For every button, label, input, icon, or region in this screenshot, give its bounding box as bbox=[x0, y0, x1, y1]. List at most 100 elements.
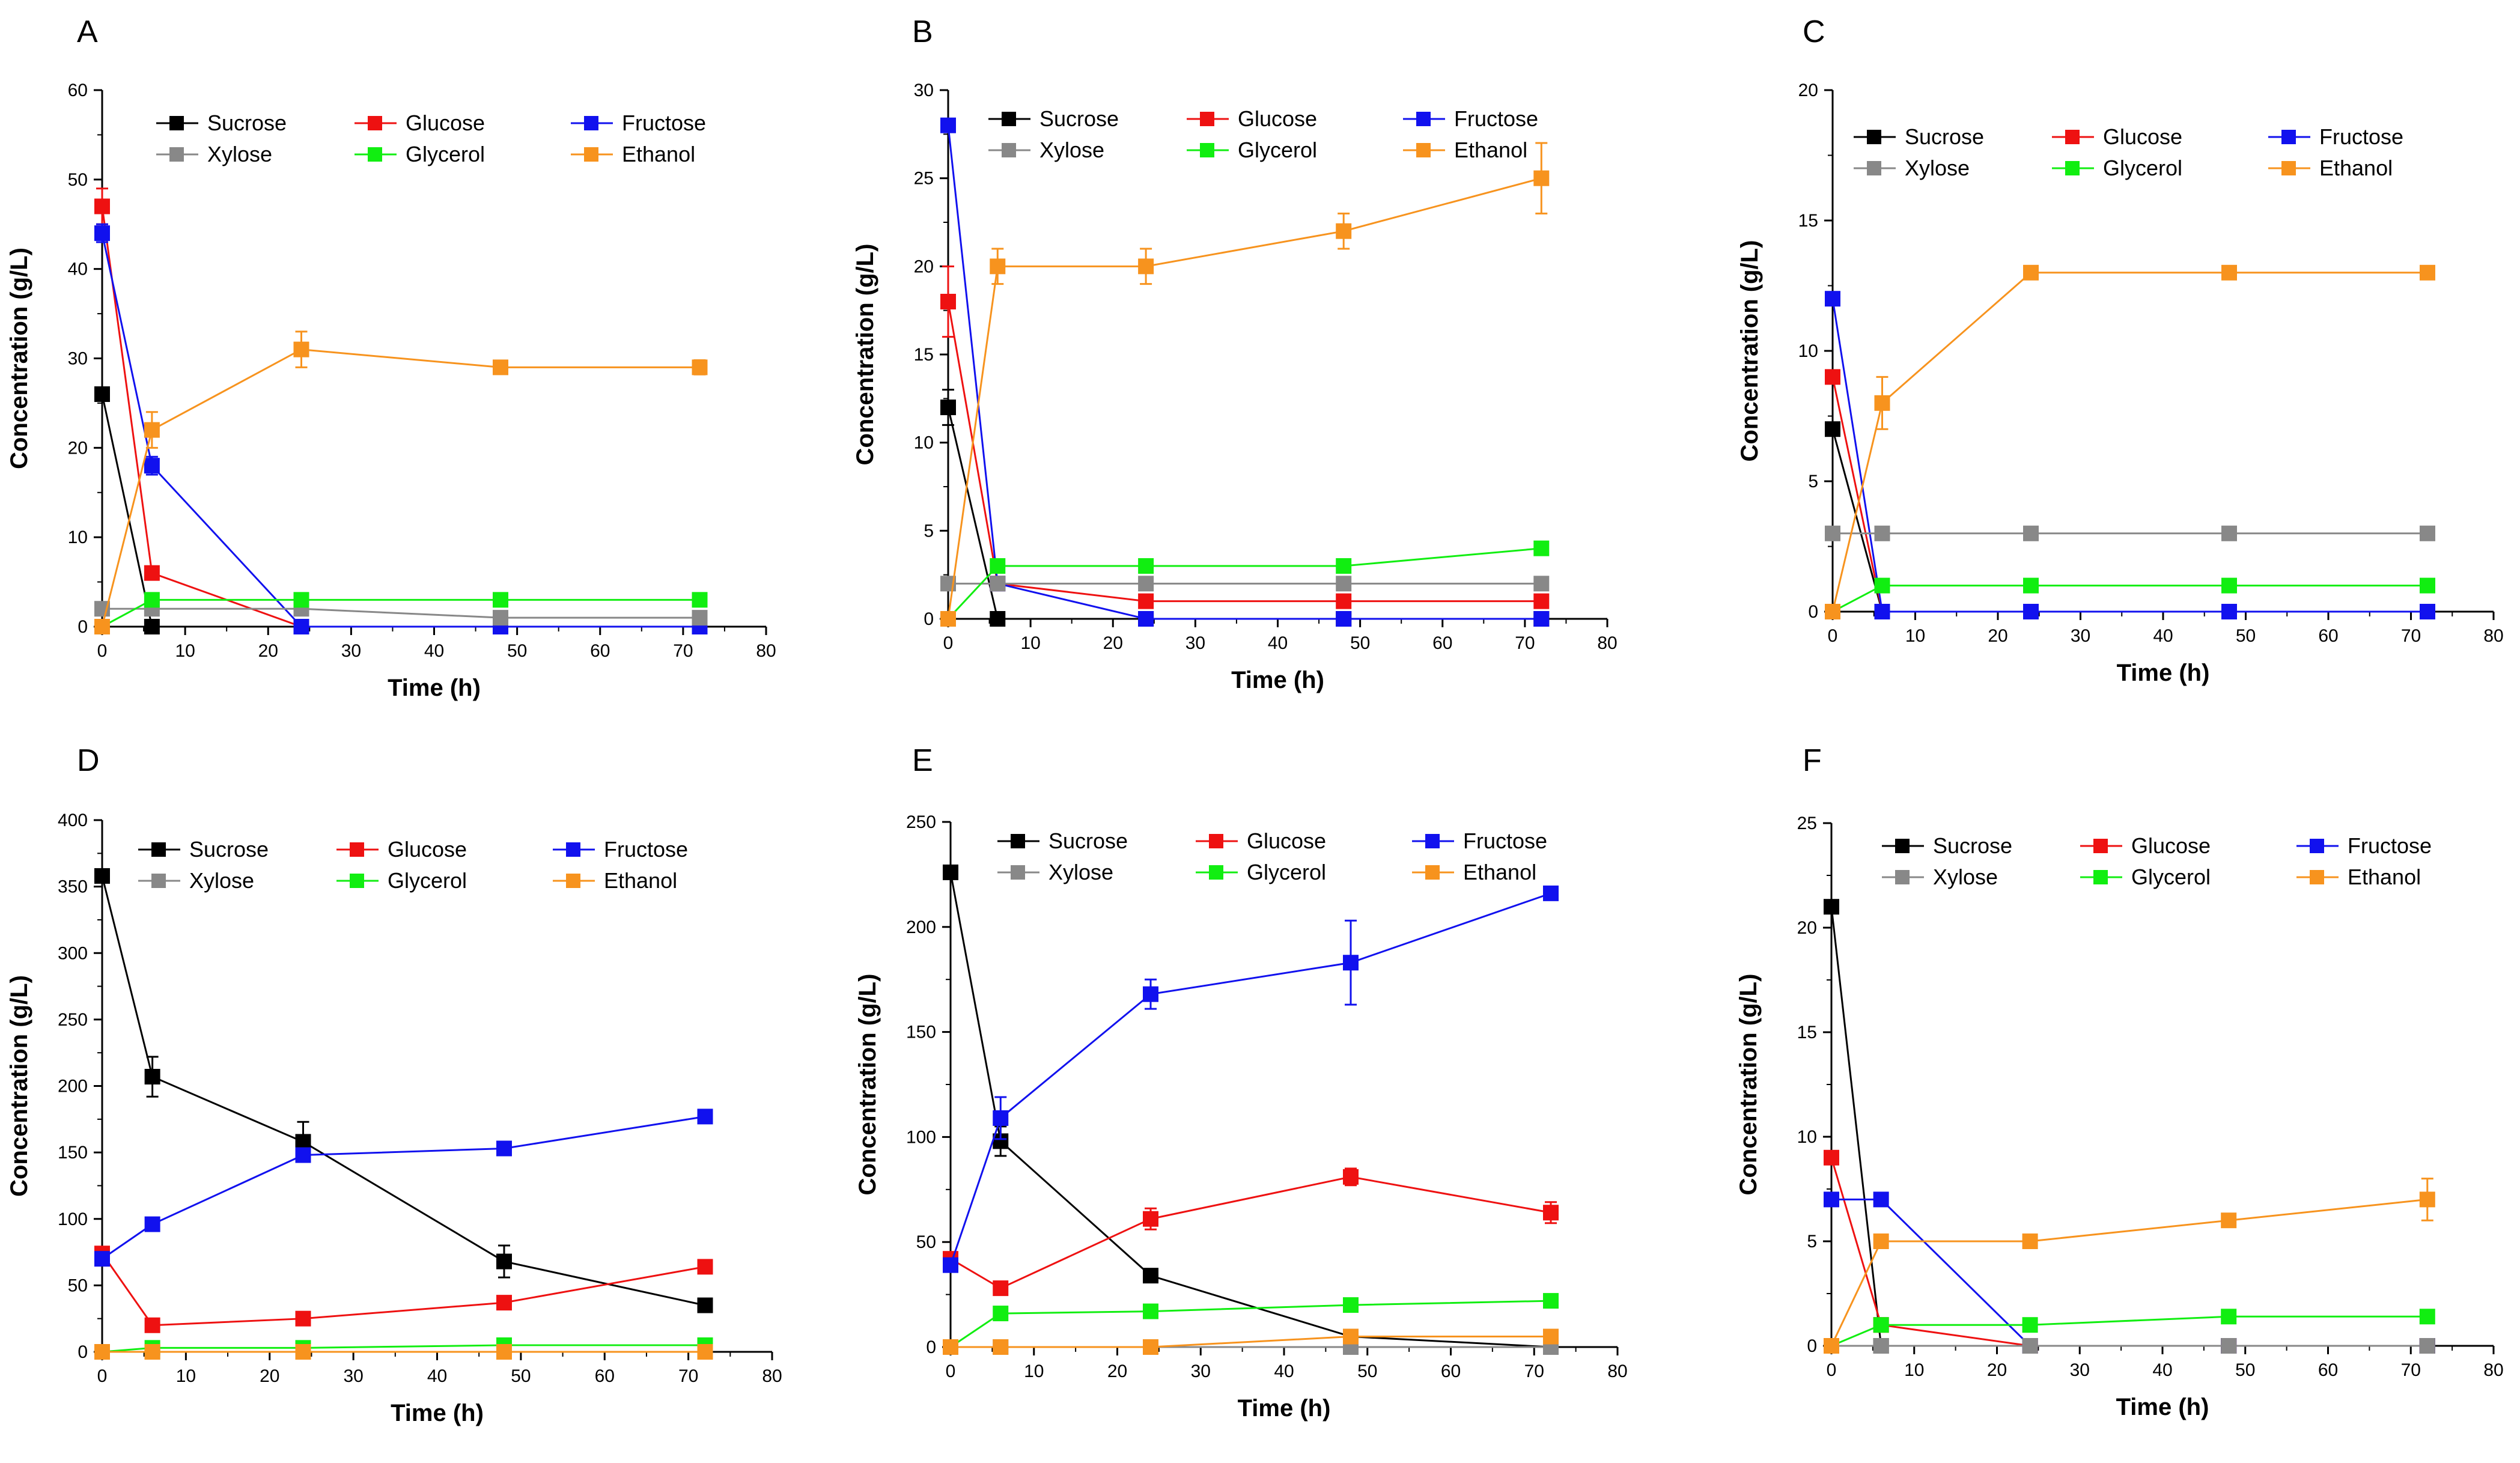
legend-item-glycerol: Glycerol bbox=[336, 868, 467, 893]
series-line-glucose bbox=[101, 206, 700, 628]
y-tick-label: 50 bbox=[68, 170, 88, 190]
y-tick-label: 200 bbox=[58, 1077, 88, 1096]
y-tick-label: 25 bbox=[914, 169, 934, 189]
legend-swatch-marker bbox=[169, 147, 184, 162]
legend-swatch-marker bbox=[1002, 143, 1016, 157]
series-line-fructose bbox=[947, 125, 1542, 620]
data-point-sucrose bbox=[496, 1253, 512, 1270]
legend-swatch-marker bbox=[169, 116, 184, 130]
legend-label: Sucrose bbox=[207, 111, 287, 135]
legend-swatch-marker bbox=[584, 147, 598, 162]
y-tick-label: 100 bbox=[906, 1127, 936, 1147]
x-tick-label: 60 bbox=[2318, 1360, 2338, 1380]
legend-swatch-marker bbox=[350, 874, 364, 888]
x-tick-label: 0 bbox=[97, 1366, 108, 1386]
legend-swatch-marker bbox=[1416, 112, 1431, 126]
y-axis-title: Concentration (g/L) bbox=[1735, 974, 1762, 1196]
series-ethanol bbox=[1824, 1178, 2435, 1354]
legend-swatch-marker bbox=[1209, 865, 1223, 880]
data-point-sucrose bbox=[144, 1069, 160, 1085]
series-line-glucose bbox=[950, 1176, 1551, 1289]
legend-label: Glucose bbox=[2103, 124, 2182, 149]
series-glycerol bbox=[1824, 1309, 2435, 1354]
legend-item-sucrose: Sucrose bbox=[1854, 124, 1984, 149]
data-point-xylose bbox=[2420, 525, 2435, 541]
legend-label: Fructose bbox=[1463, 829, 1547, 853]
legend-swatch-marker bbox=[2065, 130, 2080, 144]
data-point-fructose bbox=[1873, 1191, 1889, 1208]
data-point-ethanol bbox=[2420, 264, 2435, 281]
series-line-ethanol bbox=[1830, 1198, 2427, 1346]
legend-item-xylose: Xylose bbox=[156, 142, 272, 166]
x-tick-label: 80 bbox=[756, 641, 776, 661]
data-point-fructose bbox=[94, 1251, 110, 1267]
x-tick-label: 70 bbox=[1524, 1361, 1544, 1381]
y-tick-label: 20 bbox=[914, 257, 934, 276]
x-tick-label: 0 bbox=[943, 633, 954, 653]
legend-label: Glycerol bbox=[1247, 860, 1326, 884]
data-point-glycerol bbox=[2419, 1309, 2435, 1325]
legend-item-glycerol: Glycerol bbox=[355, 142, 485, 166]
data-point-sucrose bbox=[1824, 899, 1839, 915]
data-point-fructose bbox=[1343, 955, 1359, 971]
x-tick-label: 0 bbox=[1827, 1360, 1837, 1380]
legend-label: Glucose bbox=[1247, 829, 1326, 853]
legend-item-glucose: Glucose bbox=[355, 111, 485, 135]
legend-item-glucose: Glucose bbox=[1187, 106, 1317, 131]
data-point-glucose bbox=[1824, 1149, 1839, 1166]
data-point-glucose bbox=[1543, 1205, 1559, 1221]
data-point-xylose bbox=[990, 576, 1006, 592]
data-point-ethanol bbox=[1825, 604, 1840, 619]
data-point-ethanol bbox=[94, 619, 110, 634]
y-axis-title: Concentration (g/L) bbox=[854, 974, 881, 1196]
data-point-ethanol bbox=[493, 359, 508, 376]
data-point-sucrose bbox=[940, 400, 956, 415]
panel-letter: A bbox=[77, 14, 98, 49]
series-ethanol bbox=[940, 142, 1550, 627]
x-tick-label: 30 bbox=[341, 641, 361, 661]
x-tick-label: 50 bbox=[2235, 1360, 2255, 1380]
legend-label: Ethanol bbox=[2348, 865, 2421, 889]
legend-item-fructose: Fructose bbox=[571, 111, 706, 135]
data-point-fructose bbox=[1825, 291, 1840, 307]
legend-swatch-marker bbox=[2310, 839, 2324, 853]
legend-swatch-marker bbox=[350, 842, 364, 857]
data-point-glycerol bbox=[493, 592, 508, 608]
x-tick-label: 70 bbox=[2401, 626, 2421, 646]
data-point-ethanol bbox=[2221, 1212, 2237, 1229]
x-tick-label: 20 bbox=[258, 641, 278, 661]
data-point-fructose bbox=[295, 1147, 311, 1163]
y-tick-label: 25 bbox=[1797, 814, 1817, 833]
legend-label: Fructose bbox=[2348, 833, 2432, 858]
y-tick-label: 350 bbox=[58, 877, 88, 897]
series-line-ethanol bbox=[947, 177, 1542, 619]
data-point-sucrose bbox=[295, 1134, 311, 1150]
data-point-sucrose bbox=[990, 611, 1006, 627]
legend-swatch-marker bbox=[1425, 865, 1440, 880]
legend-swatch-marker bbox=[151, 842, 166, 857]
series-line-fructose bbox=[102, 1115, 705, 1260]
series-line-sucrose bbox=[1831, 428, 2427, 613]
x-tick-label: 50 bbox=[507, 641, 527, 661]
legend-item-sucrose: Sucrose bbox=[988, 106, 1119, 131]
data-point-xylose bbox=[1825, 525, 1840, 541]
series-glucose bbox=[94, 1246, 713, 1333]
data-point-xylose bbox=[2419, 1338, 2435, 1354]
legend-swatch-marker bbox=[1425, 834, 1440, 848]
data-point-ethanol bbox=[692, 359, 708, 376]
data-point-xylose bbox=[1873, 1338, 1889, 1354]
legend: Sucrose Glucose Fructose Xylose Glycerol Etha… bbox=[1882, 833, 2432, 889]
series-fructose bbox=[94, 223, 708, 634]
legend: Sucrose Glucose Fructose Xylose Glycerol Etha… bbox=[1854, 124, 2403, 180]
data-point-ethanol bbox=[1143, 1339, 1158, 1355]
x-tick-label: 30 bbox=[2070, 1360, 2090, 1380]
data-point-ethanol bbox=[1824, 1338, 1839, 1354]
data-point-ethanol bbox=[94, 1344, 110, 1360]
series-line-ethanol bbox=[1831, 272, 2427, 612]
series-xylose bbox=[1824, 1338, 2435, 1354]
x-tick-label: 20 bbox=[1107, 1361, 1127, 1381]
data-point-xylose bbox=[1874, 525, 1890, 541]
data-point-glucose bbox=[295, 1310, 311, 1327]
x-tick-label: 10 bbox=[1904, 1360, 1924, 1380]
